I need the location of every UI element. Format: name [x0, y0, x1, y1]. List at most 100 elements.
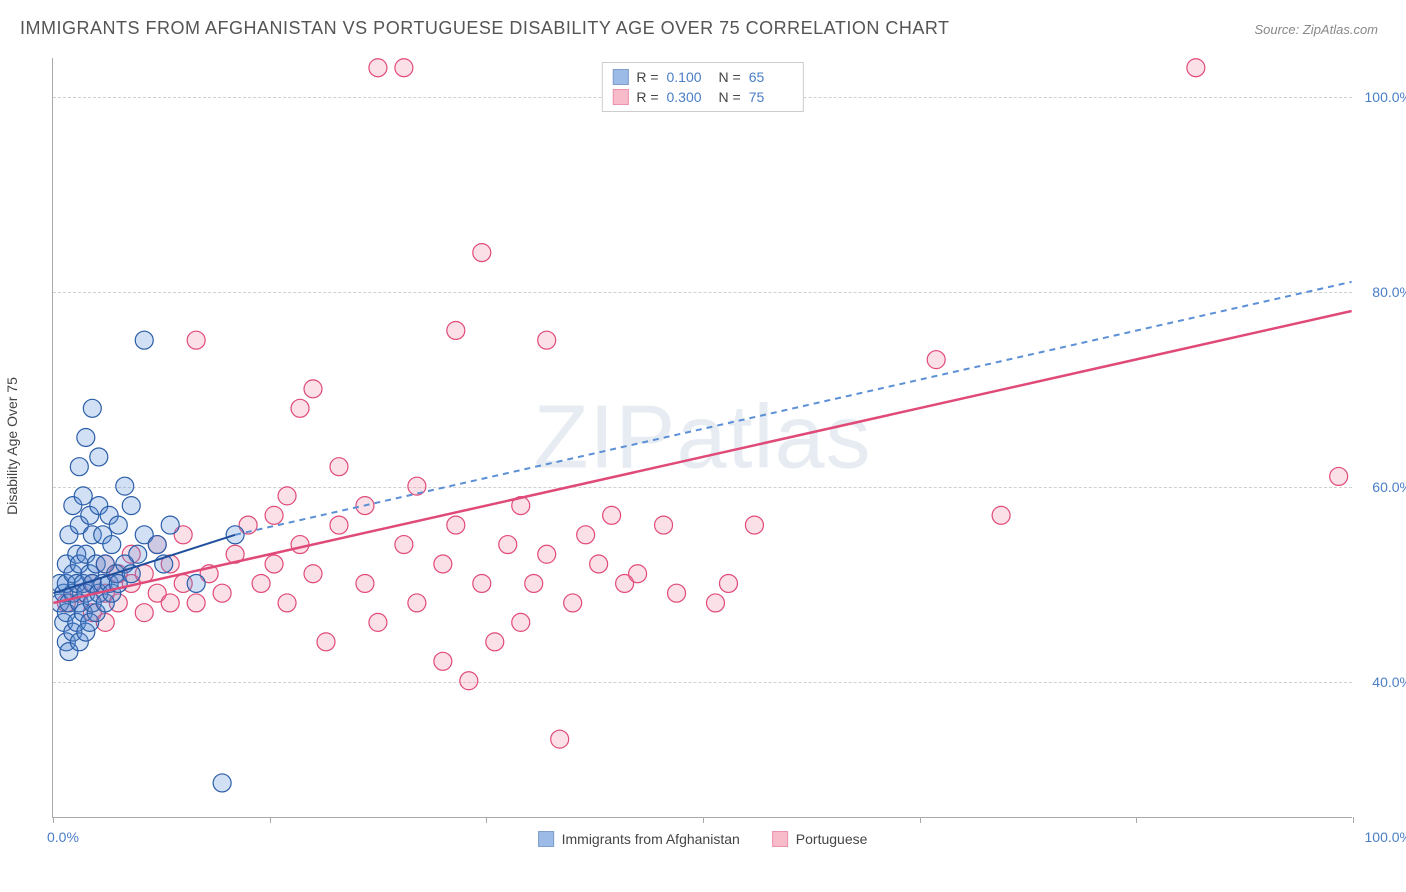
scatter-point: [668, 584, 686, 602]
scatter-point: [1330, 467, 1348, 485]
scatter-point: [369, 613, 387, 631]
stat-n-value-0: 65: [749, 69, 793, 85]
legend-bottom-label-0: Immigrants from Afghanistan: [562, 831, 740, 847]
x-axis-max-label: 100.0%: [1365, 829, 1406, 845]
scatter-point: [109, 516, 127, 534]
scatter-point: [135, 604, 153, 622]
scatter-point: [473, 244, 491, 262]
scatter-point: [538, 545, 556, 563]
scatter-point: [603, 506, 621, 524]
x-tick: [703, 817, 704, 823]
scatter-point: [187, 594, 205, 612]
scatter-point: [447, 516, 465, 534]
legend-bottom-item-0: Immigrants from Afghanistan: [538, 831, 740, 847]
legend-bottom-label-1: Portuguese: [796, 831, 868, 847]
scatter-point: [330, 458, 348, 476]
scatter-point: [304, 565, 322, 583]
scatter-point: [187, 331, 205, 349]
scatter-point: [1187, 59, 1205, 77]
scatter-point: [116, 477, 134, 495]
y-tick-label: 60.0%: [1357, 479, 1406, 495]
legend-stats-box: R = 0.100 N = 65 R = 0.300 N = 75: [601, 62, 803, 112]
scatter-point: [252, 574, 270, 592]
scatter-point: [395, 536, 413, 554]
scatter-point: [486, 633, 504, 651]
scatter-point: [564, 594, 582, 612]
scatter-point: [317, 633, 335, 651]
scatter-point: [538, 331, 556, 349]
scatter-point: [304, 380, 322, 398]
regression-line-portuguese: [53, 311, 1351, 603]
legend-swatch-portuguese: [612, 89, 628, 105]
stat-n-label: N =: [719, 89, 741, 105]
scatter-point: [512, 613, 530, 631]
scatter-point: [83, 399, 101, 417]
scatter-point: [90, 448, 108, 466]
scatter-point: [992, 506, 1010, 524]
source-attribution: Source: ZipAtlas.com: [1254, 22, 1378, 37]
scatter-point: [213, 774, 231, 792]
scatter-point: [434, 555, 452, 573]
scatter-point: [590, 555, 608, 573]
scatter-point: [213, 584, 231, 602]
scatter-point: [369, 59, 387, 77]
y-tick-label: 40.0%: [1357, 674, 1406, 690]
scatter-point: [122, 497, 140, 515]
chart-svg: [53, 58, 1352, 817]
scatter-point: [395, 59, 413, 77]
x-tick: [53, 817, 54, 823]
legend-stats-row-0: R = 0.100 N = 65: [612, 67, 792, 87]
scatter-point: [408, 477, 426, 495]
stat-r-value-0: 0.100: [667, 69, 711, 85]
legend-swatch-afghanistan-bottom: [538, 831, 554, 847]
scatter-point: [265, 555, 283, 573]
scatter-point: [103, 536, 121, 554]
x-tick: [1353, 817, 1354, 823]
stat-n-value-1: 75: [749, 89, 793, 105]
scatter-point: [278, 487, 296, 505]
scatter-point: [77, 429, 95, 447]
chart-title: IMMIGRANTS FROM AFGHANISTAN VS PORTUGUES…: [20, 18, 950, 39]
scatter-point: [706, 594, 724, 612]
scatter-point: [291, 399, 309, 417]
scatter-point: [447, 321, 465, 339]
scatter-point: [70, 458, 88, 476]
scatter-point: [434, 652, 452, 670]
y-tick-label: 100.0%: [1357, 89, 1406, 105]
scatter-point: [745, 516, 763, 534]
scatter-point: [408, 594, 426, 612]
scatter-point: [577, 526, 595, 544]
y-axis-label: Disability Age Over 75: [4, 377, 20, 515]
scatter-point: [551, 730, 569, 748]
scatter-point: [187, 574, 205, 592]
scatter-point: [129, 545, 147, 563]
x-tick: [270, 817, 271, 823]
y-tick-label: 80.0%: [1357, 284, 1406, 300]
scatter-point: [356, 574, 374, 592]
scatter-point: [148, 536, 166, 554]
x-tick: [1136, 817, 1137, 823]
scatter-point: [135, 331, 153, 349]
legend-swatch-afghanistan: [612, 69, 628, 85]
scatter-point: [927, 351, 945, 369]
scatter-point: [74, 487, 92, 505]
regression-line-afghanistan-dash: [235, 282, 1352, 535]
scatter-point: [330, 516, 348, 534]
scatter-point: [719, 574, 737, 592]
stat-n-label: N =: [719, 69, 741, 85]
scatter-point: [525, 574, 543, 592]
scatter-point: [499, 536, 517, 554]
legend-bottom: Immigrants from Afghanistan Portuguese: [538, 831, 868, 847]
scatter-point: [265, 506, 283, 524]
legend-swatch-portuguese-bottom: [772, 831, 788, 847]
scatter-point: [291, 536, 309, 554]
scatter-point: [473, 574, 491, 592]
x-axis-min-label: 0.0%: [47, 829, 79, 845]
legend-bottom-item-1: Portuguese: [772, 831, 868, 847]
stat-r-value-1: 0.300: [667, 89, 711, 105]
scatter-point: [629, 565, 647, 583]
legend-stats-row-1: R = 0.300 N = 75: [612, 87, 792, 107]
stat-r-label: R =: [636, 69, 658, 85]
scatter-point: [460, 672, 478, 690]
scatter-point: [278, 594, 296, 612]
